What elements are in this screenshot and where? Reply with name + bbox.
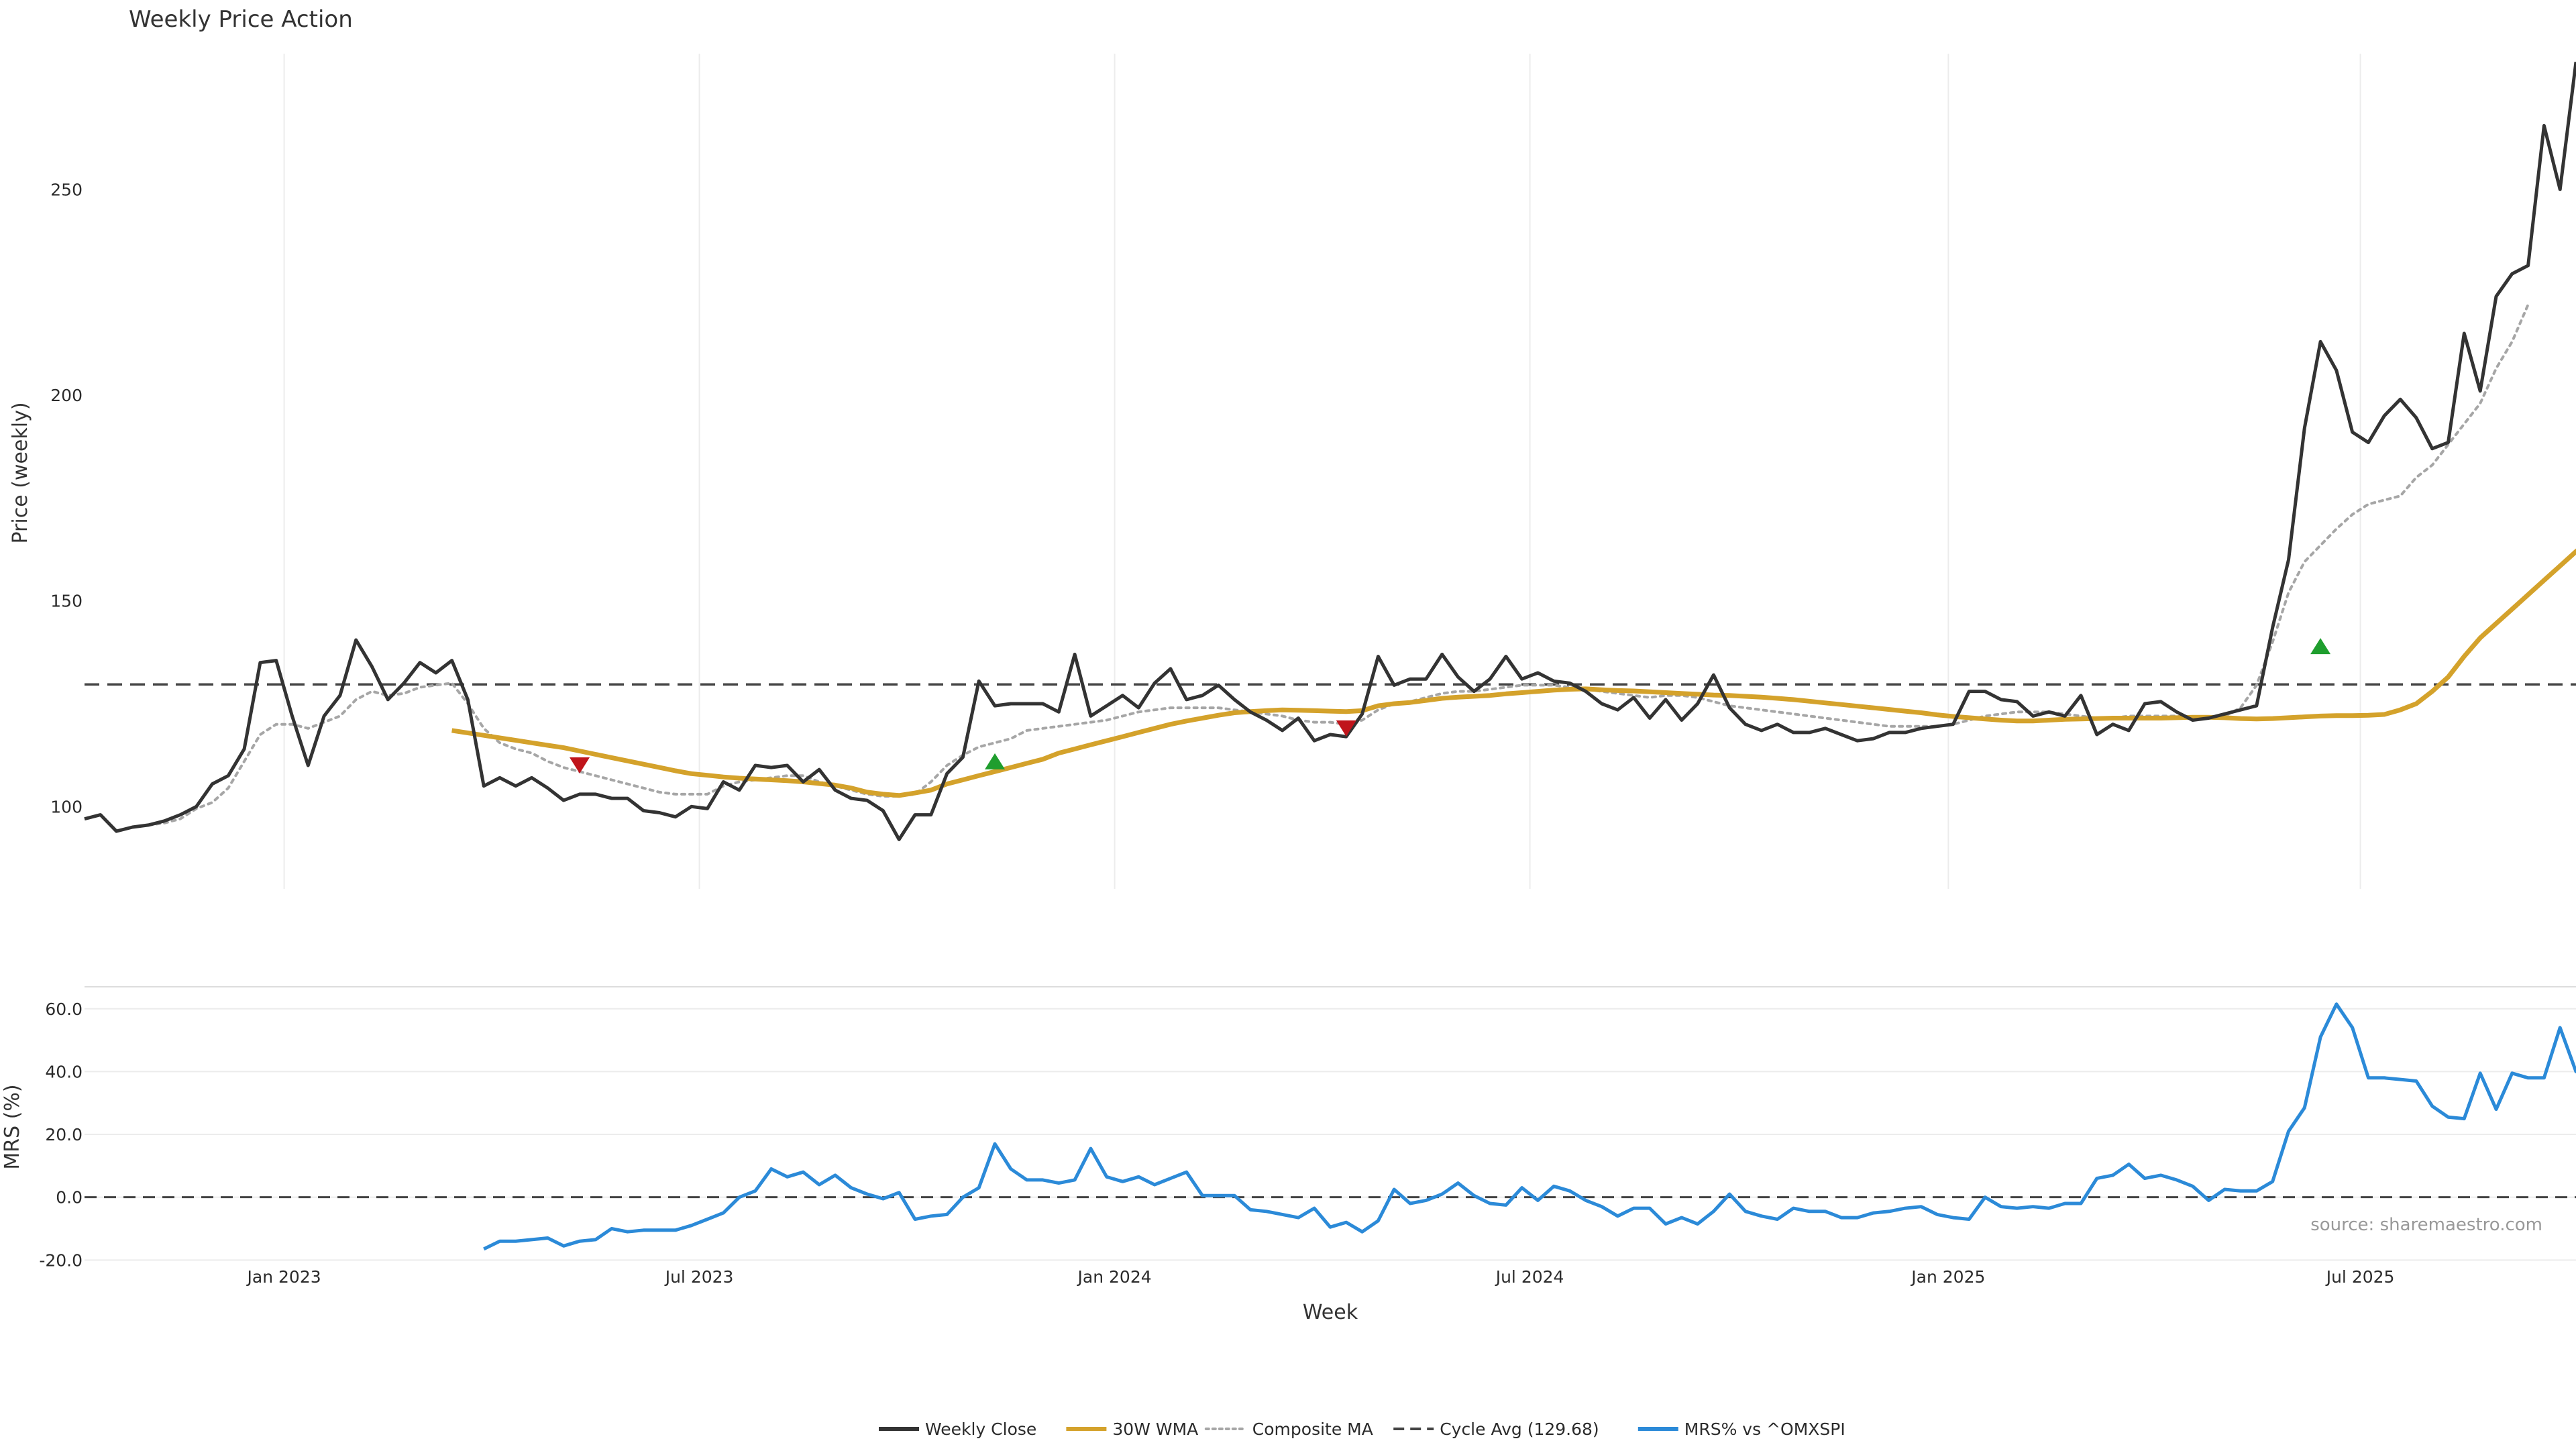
price-series xyxy=(84,61,2576,841)
sell-signal-marker xyxy=(570,757,590,774)
weekly-close-line xyxy=(84,61,2576,841)
mrs-y-tick-label: 20.0 xyxy=(45,1125,83,1144)
legend-label: Weekly Close xyxy=(925,1419,1036,1439)
x-tick-label: Jul 2025 xyxy=(2325,1267,2395,1287)
price-y-tick-label: 250 xyxy=(50,180,83,199)
price-y-tick-label: 100 xyxy=(50,797,83,816)
legend-label: Cycle Avg (129.68) xyxy=(1440,1419,1599,1439)
price-y-tick-label: 150 xyxy=(50,592,83,611)
price-y-tick-label: 200 xyxy=(50,386,83,405)
mrs-y-tick-label: 0.0 xyxy=(56,1188,83,1208)
legend: Weekly Close 30W WMA Composite MA Cycle Avg… xyxy=(879,1419,1845,1439)
mrs-series xyxy=(85,1002,2576,1251)
legend-label: Composite MA xyxy=(1252,1419,1373,1439)
legend-label: MRS% vs ^OMXSPI xyxy=(1684,1419,1845,1439)
price-grid xyxy=(283,54,2361,889)
price-y-axis-label: Price (weekly) xyxy=(9,402,32,543)
x-tick-label: Jul 2023 xyxy=(664,1267,734,1287)
legend-label: 30W WMA xyxy=(1112,1419,1198,1439)
buy-signal-marker xyxy=(2310,638,2331,655)
mrs-y-axis-label: MRS (%) xyxy=(1,1084,24,1169)
mrs-y-tick-label: 40.0 xyxy=(45,1062,83,1081)
x-tick-label: Jan 2025 xyxy=(1910,1267,1985,1287)
mrs-grid xyxy=(85,1008,2576,1261)
mrs-y-tick-label: -20.0 xyxy=(39,1250,83,1270)
x-tick-label: Jul 2024 xyxy=(1495,1267,1564,1287)
source-note: source: sharemaestro.com xyxy=(2310,1215,2542,1235)
mrs-y-tick-label: 60.0 xyxy=(45,1000,83,1019)
price-y-ticks: 100 150 200 250 xyxy=(50,180,83,816)
buy-signal-marker xyxy=(985,753,1006,769)
x-ticks: Jan 2023 Jul 2023 Jan 2024 Jul 2024 Jan 2025… xyxy=(246,1267,2395,1287)
signal-markers xyxy=(570,638,2331,774)
composite-ma-line xyxy=(131,303,2530,828)
chart-title: Weekly Price Action xyxy=(129,6,353,33)
x-tick-label: Jan 2024 xyxy=(1077,1267,1152,1287)
mrs-line xyxy=(483,1002,2576,1251)
wma30-line xyxy=(451,548,2576,798)
sell-signal-marker xyxy=(1336,720,1356,737)
x-tick-label: Jan 2023 xyxy=(246,1267,321,1287)
x-axis-label: Week xyxy=(1303,1301,1358,1324)
mrs-y-ticks: 60.0 40.0 20.0 0.0 -20.0 xyxy=(39,1000,83,1271)
